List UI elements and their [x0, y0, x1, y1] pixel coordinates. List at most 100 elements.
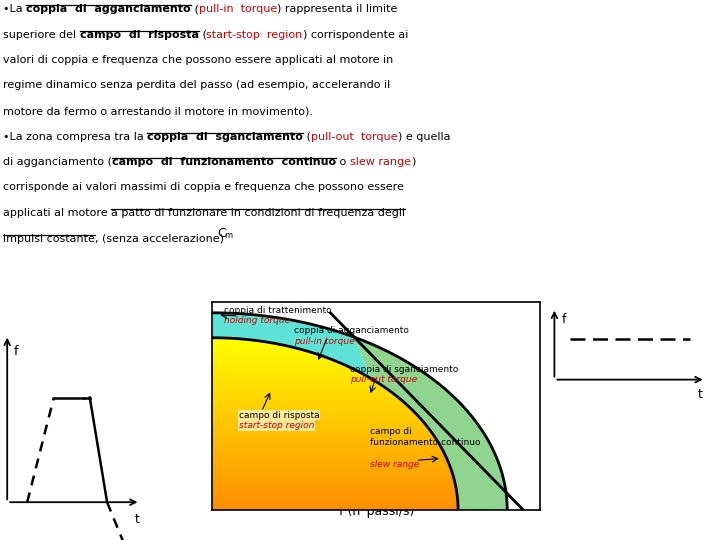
Polygon shape	[212, 399, 400, 400]
Polygon shape	[212, 428, 429, 429]
Text: start-stop region: start-stop region	[238, 421, 314, 430]
Polygon shape	[212, 388, 386, 389]
Polygon shape	[212, 370, 357, 372]
Polygon shape	[212, 415, 418, 416]
Text: •La: •La	[3, 4, 26, 14]
Polygon shape	[212, 382, 377, 383]
Text: pull-out  torque: pull-out torque	[311, 132, 397, 141]
Polygon shape	[212, 354, 318, 355]
Polygon shape	[212, 347, 294, 348]
Text: coppia di trattenimento: coppia di trattenimento	[224, 306, 331, 314]
Polygon shape	[212, 450, 443, 451]
Text: start-stop  region: start-stop region	[207, 30, 302, 39]
Polygon shape	[212, 384, 381, 385]
Polygon shape	[212, 478, 454, 479]
Polygon shape	[212, 442, 438, 443]
Polygon shape	[212, 441, 438, 442]
Polygon shape	[212, 451, 444, 453]
Polygon shape	[212, 364, 345, 366]
Polygon shape	[212, 454, 445, 455]
Polygon shape	[212, 503, 458, 504]
Polygon shape	[212, 396, 397, 397]
Polygon shape	[212, 443, 439, 444]
Text: pull-in torque: pull-in torque	[294, 337, 355, 346]
Text: coppia di agganciamento: coppia di agganciamento	[294, 326, 409, 335]
Polygon shape	[212, 417, 420, 418]
Polygon shape	[212, 482, 455, 483]
Text: campo  di  risposta: campo di risposta	[80, 30, 199, 39]
Polygon shape	[212, 345, 283, 346]
Polygon shape	[212, 397, 399, 398]
Text: pull-in  torque: pull-in torque	[199, 4, 277, 14]
Polygon shape	[212, 363, 343, 364]
Polygon shape	[212, 369, 354, 370]
Polygon shape	[212, 379, 373, 380]
Polygon shape	[212, 490, 456, 491]
Polygon shape	[212, 374, 364, 375]
Polygon shape	[212, 471, 452, 472]
Polygon shape	[212, 346, 291, 347]
Polygon shape	[212, 400, 402, 401]
Polygon shape	[212, 376, 369, 377]
Text: motore da fermo o arrestando il motore in movimento).: motore da fermo o arrestando il motore i…	[3, 106, 313, 116]
Polygon shape	[354, 337, 507, 510]
Text: campo di risposta: campo di risposta	[238, 410, 319, 420]
Polygon shape	[212, 390, 390, 391]
Polygon shape	[212, 349, 301, 350]
Text: t: t	[135, 514, 140, 526]
Polygon shape	[212, 422, 424, 423]
Polygon shape	[212, 448, 442, 449]
Text: coppia  di  agganciamento: coppia di agganciamento	[26, 4, 191, 14]
Polygon shape	[212, 383, 379, 384]
Polygon shape	[212, 458, 447, 460]
Text: valori di coppia e frequenza che possono essere applicati al motore in: valori di coppia e frequenza che possono…	[3, 55, 393, 65]
Polygon shape	[212, 462, 449, 463]
Polygon shape	[212, 419, 421, 420]
Polygon shape	[212, 406, 408, 407]
Text: ) e quella: ) e quella	[397, 132, 450, 141]
Polygon shape	[212, 392, 392, 393]
Polygon shape	[212, 410, 413, 411]
Polygon shape	[212, 340, 258, 341]
Text: , (senza accelerazione): , (senza accelerazione)	[95, 233, 224, 244]
Polygon shape	[212, 509, 458, 510]
Polygon shape	[212, 468, 451, 469]
Polygon shape	[212, 491, 456, 492]
Polygon shape	[212, 493, 457, 494]
Polygon shape	[212, 404, 407, 405]
Polygon shape	[212, 499, 458, 500]
Polygon shape	[212, 467, 451, 468]
Polygon shape	[212, 507, 458, 508]
Polygon shape	[212, 444, 439, 445]
Polygon shape	[212, 394, 395, 395]
Polygon shape	[212, 352, 310, 353]
Polygon shape	[212, 408, 411, 409]
Polygon shape	[212, 411, 414, 412]
Polygon shape	[212, 432, 431, 433]
Polygon shape	[212, 501, 458, 502]
Polygon shape	[212, 455, 446, 456]
Polygon shape	[212, 488, 456, 489]
Polygon shape	[212, 445, 440, 446]
Polygon shape	[212, 438, 436, 440]
Polygon shape	[212, 343, 274, 344]
Polygon shape	[212, 484, 456, 485]
Polygon shape	[212, 425, 426, 426]
Text: f (n°passi/s): f (n°passi/s)	[338, 505, 414, 518]
Text: slew range: slew range	[350, 157, 410, 167]
Polygon shape	[212, 464, 449, 465]
Polygon shape	[212, 469, 451, 470]
Polygon shape	[212, 348, 298, 349]
Text: di agganciamento (: di agganciamento (	[3, 157, 112, 167]
Polygon shape	[212, 429, 430, 430]
Polygon shape	[212, 505, 458, 506]
Polygon shape	[212, 360, 335, 361]
Polygon shape	[212, 489, 456, 490]
Polygon shape	[212, 405, 408, 406]
Polygon shape	[212, 479, 454, 480]
Polygon shape	[212, 412, 415, 413]
Polygon shape	[212, 313, 402, 379]
Polygon shape	[212, 350, 307, 352]
Text: ) corrispondente ai: ) corrispondente ai	[302, 30, 408, 39]
Polygon shape	[212, 453, 444, 454]
